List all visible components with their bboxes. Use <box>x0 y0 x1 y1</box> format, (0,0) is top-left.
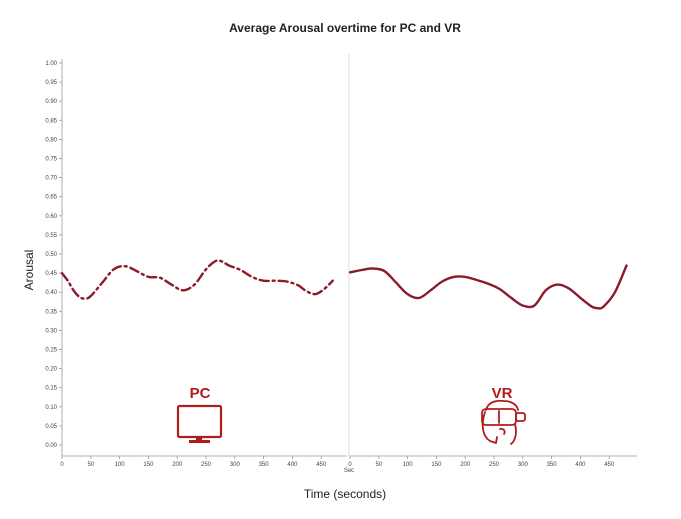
y-tick-label: 0.50 <box>45 252 57 258</box>
y-tick-label: 0.25 <box>45 348 57 354</box>
vr-headset-icon <box>481 399 526 445</box>
x-axis-label: Time (seconds) <box>304 487 386 501</box>
x-tick-label: 300 <box>518 462 529 468</box>
y-tick-label: 0.45 <box>45 271 57 277</box>
chart-title: Average Arousal overtime for PC and VR <box>229 21 461 35</box>
y-tick-label: 0.20 <box>45 367 57 373</box>
y-tick-label: 0.10 <box>45 405 57 411</box>
panel-label-pc: PC <box>190 385 211 402</box>
y-tick-label: 0.85 <box>45 118 57 124</box>
y-tick-label: 0.05 <box>45 424 57 430</box>
x-tick-label: 400 <box>575 462 586 468</box>
x-tick-label: 350 <box>547 462 558 468</box>
x-tick-label: 50 <box>375 462 382 468</box>
x-tick-label: 50 <box>87 462 94 468</box>
x-tick-label: 350 <box>259 462 270 468</box>
x-tick-label: 450 <box>316 462 327 468</box>
y-tick-label: 0.15 <box>45 386 57 392</box>
series-lines <box>60 259 628 310</box>
x-tick-label: 250 <box>489 462 500 468</box>
y-tick-label: 0.95 <box>45 80 57 86</box>
y-tick-label: 1.00 <box>45 61 57 67</box>
y-tick-label: 0.70 <box>45 176 57 182</box>
x-unit-label: Sec <box>344 468 354 474</box>
x-tick-label: 150 <box>431 462 442 468</box>
y-tick-label: 0.55 <box>45 233 57 239</box>
axes: 0.00 0.05 0.10 0.15 0.20 0.25 0.30 0.35 0.40 0.45… <box>45 54 637 468</box>
x-tick-label: 300 <box>230 462 241 468</box>
x-tick-label: 200 <box>172 462 183 468</box>
y-tick-label: 0.75 <box>45 157 57 163</box>
x-tick-label: 100 <box>403 462 414 468</box>
y-tick-label: 0.40 <box>45 290 57 296</box>
x-tick-label: 200 <box>460 462 471 468</box>
y-axis-label: Arousal <box>22 250 36 291</box>
panel-label-vr: VR <box>492 385 513 402</box>
series-line-vr <box>348 264 628 310</box>
x-tick-label: 450 <box>604 462 615 468</box>
series-line-pc <box>60 259 334 300</box>
y-tick-label: 0.90 <box>45 99 57 105</box>
y-tick-label: 0.30 <box>45 328 57 334</box>
x-tick-label: 250 <box>201 462 212 468</box>
panel-icons: PC VR <box>176 385 526 445</box>
x-tick-label: 150 <box>143 462 154 468</box>
x-tick-label: 0 <box>348 462 352 468</box>
y-tick-label: 0.00 <box>45 443 57 449</box>
x-tick-label: 0 <box>60 462 64 468</box>
y-tick-label: 0.80 <box>45 137 57 143</box>
x-tick-label: 100 <box>115 462 126 468</box>
x-tick-label: 400 <box>287 462 298 468</box>
y-tick-label: 0.35 <box>45 309 57 315</box>
y-tick-label: 0.60 <box>45 214 57 220</box>
monitor-icon <box>176 404 223 443</box>
y-tick-label: 0.65 <box>45 195 57 201</box>
